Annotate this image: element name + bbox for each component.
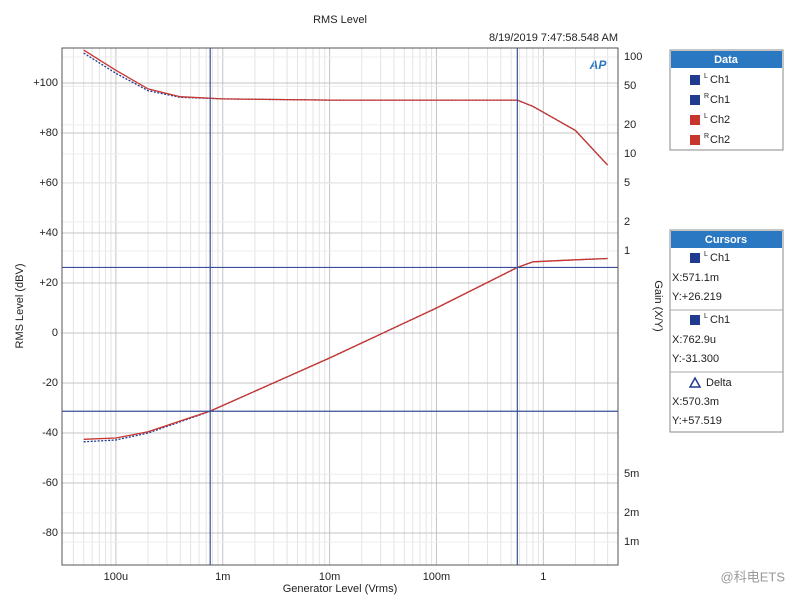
legend-channel: R bbox=[704, 93, 709, 100]
cursor-name: Ch1 bbox=[710, 252, 730, 264]
cursor-channel: L bbox=[704, 313, 708, 320]
y2-tick-label: 50 bbox=[624, 80, 636, 92]
legend-swatch bbox=[690, 75, 700, 85]
x-tick-label: 100u bbox=[104, 571, 128, 583]
y-tick-label: -60 bbox=[42, 477, 58, 489]
y2-tick-label: 1 bbox=[624, 245, 630, 257]
y-tick-label: +60 bbox=[39, 177, 58, 189]
y2-tick-label: 2m bbox=[624, 507, 639, 519]
plot-frame bbox=[61, 47, 619, 566]
legend-swatch bbox=[690, 135, 700, 145]
delta-icon bbox=[688, 376, 702, 388]
data-panel-header bbox=[671, 51, 782, 68]
series-line bbox=[83, 49, 609, 166]
y-tick-label: +40 bbox=[39, 227, 58, 239]
cursor-swatch bbox=[690, 253, 700, 263]
chart-title: RMS Level bbox=[313, 14, 367, 26]
y2-tick-label: 10 bbox=[624, 148, 636, 160]
y2-tick-label: 2 bbox=[624, 216, 630, 228]
x-tick-label: 100m bbox=[423, 571, 451, 583]
x-tick-label: 1m bbox=[215, 571, 230, 583]
legend-label: Ch2 bbox=[710, 134, 730, 146]
legend-swatch bbox=[690, 115, 700, 125]
x-tick-label: 10m bbox=[319, 571, 340, 583]
delta-label: Delta bbox=[706, 377, 733, 389]
y-tick-label: -80 bbox=[42, 527, 58, 539]
timestamp: 8/19/2019 7:47:58.548 AM bbox=[489, 32, 618, 44]
cursor-x: X:762.9u bbox=[672, 334, 716, 346]
cursor-channel: L bbox=[704, 251, 708, 258]
legend-label: Ch2 bbox=[710, 114, 730, 126]
y-tick-label: -20 bbox=[42, 377, 58, 389]
legend-label: Ch1 bbox=[710, 74, 730, 86]
y2-tick-label: 20 bbox=[624, 119, 636, 131]
series-line bbox=[83, 257, 608, 440]
y-tick-label: 0 bbox=[52, 327, 58, 339]
cursor-name: Ch1 bbox=[710, 314, 730, 326]
legend-label: Ch1 bbox=[710, 94, 730, 106]
y-tick-label: +20 bbox=[39, 277, 58, 289]
logo: AP bbox=[589, 58, 608, 72]
legend-channel: L bbox=[704, 113, 708, 120]
cursor-x: X:571.1m bbox=[672, 272, 719, 284]
y2-axis-label: Gain (X/Y) bbox=[652, 280, 664, 331]
legend-channel: L bbox=[704, 73, 708, 80]
watermark: @科电ETS bbox=[721, 569, 786, 584]
x-axis-label: Generator Level (Vrms) bbox=[283, 583, 398, 595]
y-axis-label: RMS Level (dBV) bbox=[14, 264, 26, 349]
cursor-swatch bbox=[690, 315, 700, 325]
cursors-panel-title: Cursors bbox=[705, 234, 747, 246]
x-tick-label: 1 bbox=[540, 571, 546, 583]
y2-tick-label: 5 bbox=[624, 177, 630, 189]
y2-tick-label: 100 bbox=[624, 51, 642, 63]
y2-tick-label: 1m bbox=[624, 536, 639, 548]
delta-x: X:570.3m bbox=[672, 396, 719, 408]
y2-tick-label: 5m bbox=[624, 468, 639, 480]
cursor-y: Y:-31.300 bbox=[672, 353, 719, 365]
legend-channel: R bbox=[704, 133, 709, 140]
y-tick-label: -40 bbox=[42, 427, 58, 439]
cursor-y: Y:+26.219 bbox=[672, 291, 722, 303]
delta-y: Y:+57.519 bbox=[672, 415, 722, 427]
y-tick-label: +100 bbox=[33, 77, 58, 89]
data-panel-title: Data bbox=[714, 54, 739, 66]
cursors-panel-header bbox=[671, 231, 782, 248]
y-tick-label: +80 bbox=[39, 127, 58, 139]
cursors-panel bbox=[669, 229, 784, 433]
legend-swatch bbox=[690, 95, 700, 105]
